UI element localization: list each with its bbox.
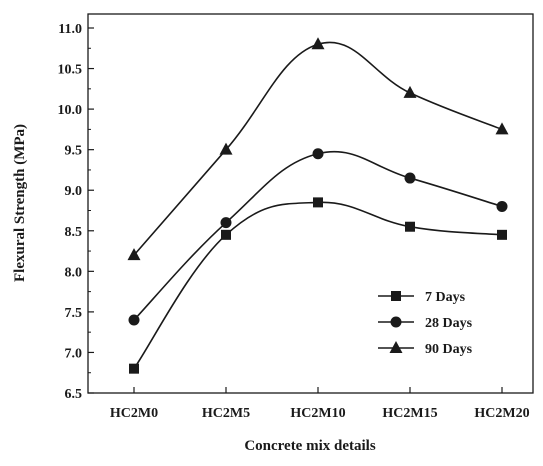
legend-label-7-days: 7 Days xyxy=(425,290,466,305)
y-tick-label: 10.5 xyxy=(58,63,83,78)
data-point-90-days xyxy=(403,85,417,98)
y-tick-label: 11.0 xyxy=(58,22,82,37)
y-tick-label: 8.0 xyxy=(65,265,83,280)
data-point-90-days xyxy=(127,248,141,261)
x-tick-label: HC2M20 xyxy=(474,406,529,421)
x-tick-label: HC2M5 xyxy=(202,406,250,421)
x-axis-title: Concrete mix details xyxy=(244,438,376,454)
data-point-28-days xyxy=(220,217,232,229)
plot-frame xyxy=(87,13,534,394)
y-tick-label: 7.5 xyxy=(65,306,83,321)
legend-label-28-days: 28 Days xyxy=(425,316,473,331)
data-point-7-days xyxy=(129,363,139,374)
y-tick-label: 10.0 xyxy=(58,103,83,118)
data-point-28-days xyxy=(312,148,324,160)
series-layer xyxy=(127,37,509,374)
data-point-7-days xyxy=(313,197,323,208)
legend-marker-28-days xyxy=(390,316,402,328)
y-tick-label: 6.5 xyxy=(65,387,83,402)
legend-marker-7-days xyxy=(391,291,401,301)
data-point-7-days xyxy=(405,221,415,232)
data-point-28-days xyxy=(128,314,140,326)
data-point-28-days xyxy=(496,200,508,212)
legend-marker-90-days xyxy=(389,341,403,353)
legend-label-90-days: 90 Days xyxy=(425,342,473,357)
y-tick-label: 9.5 xyxy=(65,144,83,159)
data-point-7-days xyxy=(497,229,507,240)
y-tick-label: 8.5 xyxy=(65,225,83,240)
ticks-layer: 6.5 7.0 7.5 8.0 8.5 9.0 9.5 10.0 10.5 11.0 HC2M0 HC… xyxy=(58,22,530,421)
legend: 7 Days 28 Days 90 Days xyxy=(378,290,473,357)
data-point-7-days xyxy=(221,229,231,240)
y-tick-label: 7.0 xyxy=(65,346,83,361)
x-tick-label: HC2M15 xyxy=(382,406,437,421)
data-point-90-days xyxy=(311,37,325,50)
data-point-90-days xyxy=(495,122,509,135)
x-tick-label: HC2M0 xyxy=(110,406,158,421)
data-point-28-days xyxy=(404,172,416,184)
data-point-90-days xyxy=(219,142,233,155)
y-axis-title: Flexural Strength (MPa) xyxy=(12,124,28,282)
y-tick-label: 9.0 xyxy=(65,184,83,199)
x-tick-label: HC2M10 xyxy=(290,406,345,421)
